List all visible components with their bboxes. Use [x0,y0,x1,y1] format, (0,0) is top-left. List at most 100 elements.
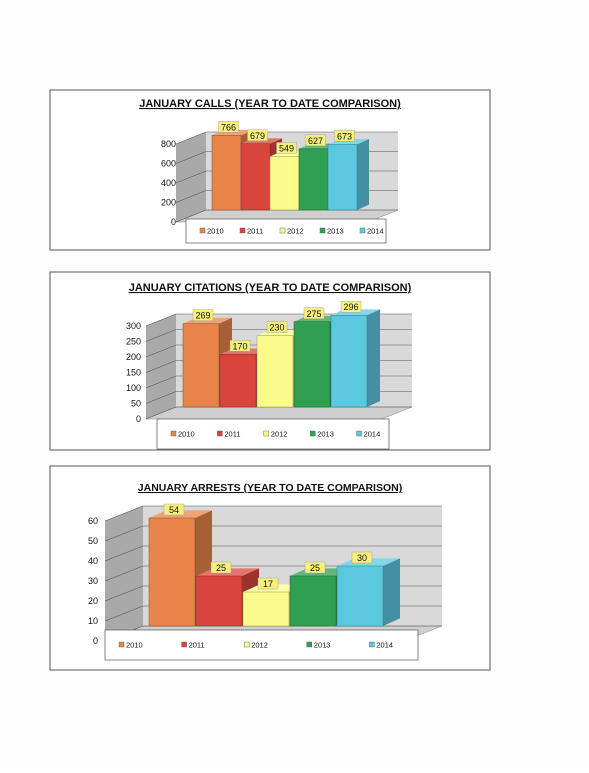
legend: 2010 2011 2012 2013 2014 [104,629,419,661]
gridline-side [104,525,144,542]
legend-swatch-2010 [199,227,206,234]
data-label: 549 [279,143,294,153]
legend-label-2012: 2012 [271,430,288,439]
legend-box [185,218,387,244]
y-tick-label: 0 [136,414,141,424]
gridline-side [104,605,144,622]
y-tick-label: 30 [88,576,98,586]
gridline-side [145,344,177,358]
legend-swatch-2013 [306,641,312,648]
gridline-side [145,375,177,389]
y-tick-label: 50 [88,536,98,546]
y-tick-label: 300 [126,321,141,331]
data-label-box [304,561,326,574]
bar-front [336,565,384,627]
y-tick-label: 400 [161,178,176,188]
bar-front [256,335,294,408]
y-tick-label: 200 [161,198,176,208]
legend-swatch-2012 [279,227,286,234]
data-label: 25 [310,563,320,573]
data-label-box [210,561,232,574]
legend-label-2011: 2011 [189,641,205,650]
gridline-side [145,406,177,420]
data-label: 766 [221,122,236,132]
legend-label-2013: 2013 [314,641,331,650]
gridline-side [175,151,207,164]
bar-front [289,575,337,627]
data-label: 275 [306,309,321,319]
legend-label-2010: 2010 [178,430,195,439]
legend-label-2011: 2011 [247,227,263,236]
bar-2014: 30 [336,551,400,627]
bar-side [383,558,400,626]
data-label: 230 [269,323,284,333]
bar-side [367,309,380,407]
gridline-side [104,585,144,602]
legend-label-2012: 2012 [251,641,268,650]
gridline-side [175,131,207,145]
chart-panel-1: JANUARY CALLS (YEAR TO DATE COMPARISON) 0… [49,89,491,251]
legend-swatch-2010 [118,641,125,648]
bar-front [242,591,290,627]
data-label-box [218,121,239,133]
y-tick-label: 0 [93,636,98,646]
data-label: 679 [250,131,265,141]
y-tick-label: 20 [88,596,98,606]
y-tick-label: 800 [161,139,176,149]
y-tick-label: 200 [126,352,141,362]
data-label-box [229,340,251,352]
legend-box [156,418,390,450]
gridline-side [145,329,177,342]
data-label-box [163,503,185,516]
data-label: 25 [216,563,226,573]
data-label-box [266,321,288,333]
floor [145,406,413,420]
bar-front [148,517,196,627]
data-label-box [303,307,325,319]
data-label: 296 [343,302,358,312]
gridline-side [145,313,177,327]
data-label: 673 [337,131,352,141]
data-label-box [257,577,279,590]
bar-front [293,321,331,408]
data-label: 269 [195,311,210,321]
legend-label-2010: 2010 [126,641,143,650]
legend-swatch-2014 [359,227,366,234]
y-tick-label: 100 [126,383,141,393]
bar-front [240,143,271,211]
y-tick-label: 250 [126,337,141,347]
y-tick-label: 600 [161,159,176,169]
chart-title: JANUARY ARRESTS (YEAR TO DATE COMPARISON… [138,482,402,494]
data-label-box [192,309,214,321]
bar-front [269,156,300,211]
data-label-box [276,142,297,154]
data-label: 170 [232,341,247,351]
y-tick-label: 150 [126,368,141,378]
bar-2014: 673 [327,130,369,211]
gridline-side [145,391,177,404]
data-label: 17 [263,579,273,589]
legend-label-2013: 2013 [327,227,344,236]
data-label: 54 [169,505,179,515]
data-label-box [351,551,373,564]
y-tick-label: 40 [88,556,98,566]
legend-swatch-2011 [239,227,246,234]
data-label-box [247,129,268,141]
legend-label-2014: 2014 [364,430,381,439]
legend-swatch-2012 [263,430,269,437]
gridline-side [175,209,207,223]
y-tick-label: 0 [171,217,176,227]
legend-swatch-2010 [170,430,177,437]
bar-2014: 296 [330,301,380,408]
chart-panel-2: JANUARY CITATIONS (YEAR TO DATE COMPARIS… [49,271,491,451]
legend-label-2012: 2012 [287,227,304,236]
gridline-side [145,360,177,373]
y-tick-label: 60 [88,516,98,526]
bar-front [182,323,220,408]
y-tick-label: 10 [88,616,98,626]
bar-front [219,354,257,408]
bar-front [195,575,243,627]
legend-label-2013: 2013 [317,430,334,439]
